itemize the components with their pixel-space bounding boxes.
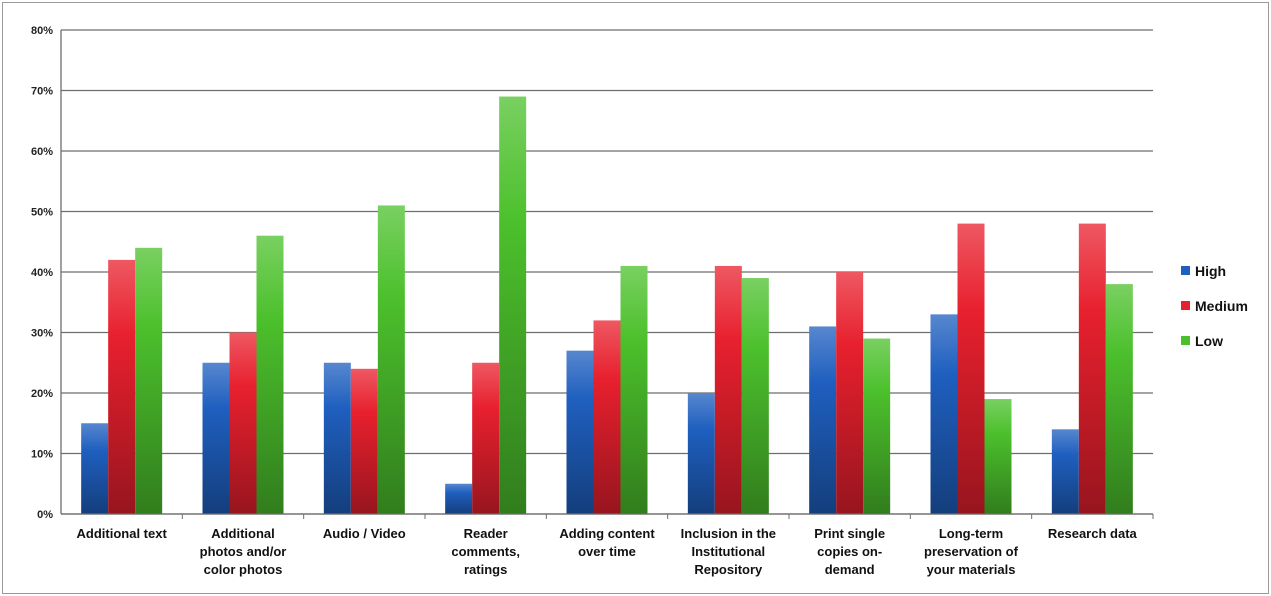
x-category-label: Research data xyxy=(1048,526,1138,541)
legend-label-medium: Medium xyxy=(1195,298,1248,314)
bar-low-9 xyxy=(1105,284,1133,514)
x-category-label: Long-term preservation of your materials xyxy=(924,526,1019,577)
bar-low-4 xyxy=(499,96,527,515)
bar-high-2 xyxy=(202,362,230,514)
x-category-label: Inclusion in the Institutional Repository xyxy=(681,526,776,577)
y-tick-label: 0% xyxy=(37,509,53,521)
x-category-label: Additional text xyxy=(77,526,168,541)
bar-high-4 xyxy=(445,483,473,514)
bar-medium-9 xyxy=(1078,223,1106,514)
axes: 0% 10% 20% 30% 40% 50% 60% 70% 80% Additional tex… xyxy=(31,25,1154,577)
bar-medium-1 xyxy=(108,259,136,514)
legend: High Medium Low xyxy=(1181,263,1248,349)
legend-label-low: Low xyxy=(1195,333,1223,349)
bar-high-8 xyxy=(930,314,958,514)
bar-low-3 xyxy=(377,205,405,514)
bar-high-1 xyxy=(81,423,109,514)
bar-low-8 xyxy=(984,399,1012,514)
bar-high-7 xyxy=(809,326,837,514)
grouped-bar-chart: 0% 10% 20% 30% 40% 50% 60% 70% 80% Additional tex… xyxy=(31,25,1248,577)
bar-medium-7 xyxy=(836,272,864,514)
bar-low-5 xyxy=(620,265,648,514)
bar-low-7 xyxy=(863,338,891,514)
x-category-label: Additional photos and/or color photos xyxy=(200,526,287,577)
y-tick-label: 50% xyxy=(31,207,53,219)
bar-medium-2 xyxy=(229,332,257,514)
y-tick-label: 10% xyxy=(31,449,53,461)
legend-swatch-high xyxy=(1181,266,1190,275)
bar-high-9 xyxy=(1051,429,1079,514)
bar-medium-3 xyxy=(350,368,378,514)
y-tick-label: 30% xyxy=(31,328,53,340)
bar-high-3 xyxy=(323,362,351,514)
legend-label-high: High xyxy=(1195,263,1226,279)
legend-swatch-medium xyxy=(1181,301,1190,310)
bar-high-5 xyxy=(566,350,594,514)
bar-medium-6 xyxy=(714,265,742,514)
y-tick-label: 40% xyxy=(31,267,53,279)
bar-high-6 xyxy=(687,393,715,514)
y-tick-label: 70% xyxy=(31,86,53,98)
legend-swatch-low xyxy=(1181,336,1190,345)
bar-low-2 xyxy=(256,235,284,514)
x-category-label: Print single copies on-demand xyxy=(814,526,885,577)
bars xyxy=(81,96,1133,515)
x-category-label: Audio / Video xyxy=(323,526,406,541)
bar-low-6 xyxy=(741,278,769,514)
y-tick-label: 60% xyxy=(31,146,53,158)
bar-low-1 xyxy=(135,247,163,515)
y-tick-label: 80% xyxy=(31,25,53,37)
bar-medium-8 xyxy=(957,223,985,514)
bar-medium-5 xyxy=(593,320,621,514)
x-category-label: Adding content over time xyxy=(559,526,655,559)
bar-medium-4 xyxy=(472,362,500,514)
x-category-label: Reader comments, ratings xyxy=(451,526,520,577)
y-tick-label: 20% xyxy=(31,388,53,400)
